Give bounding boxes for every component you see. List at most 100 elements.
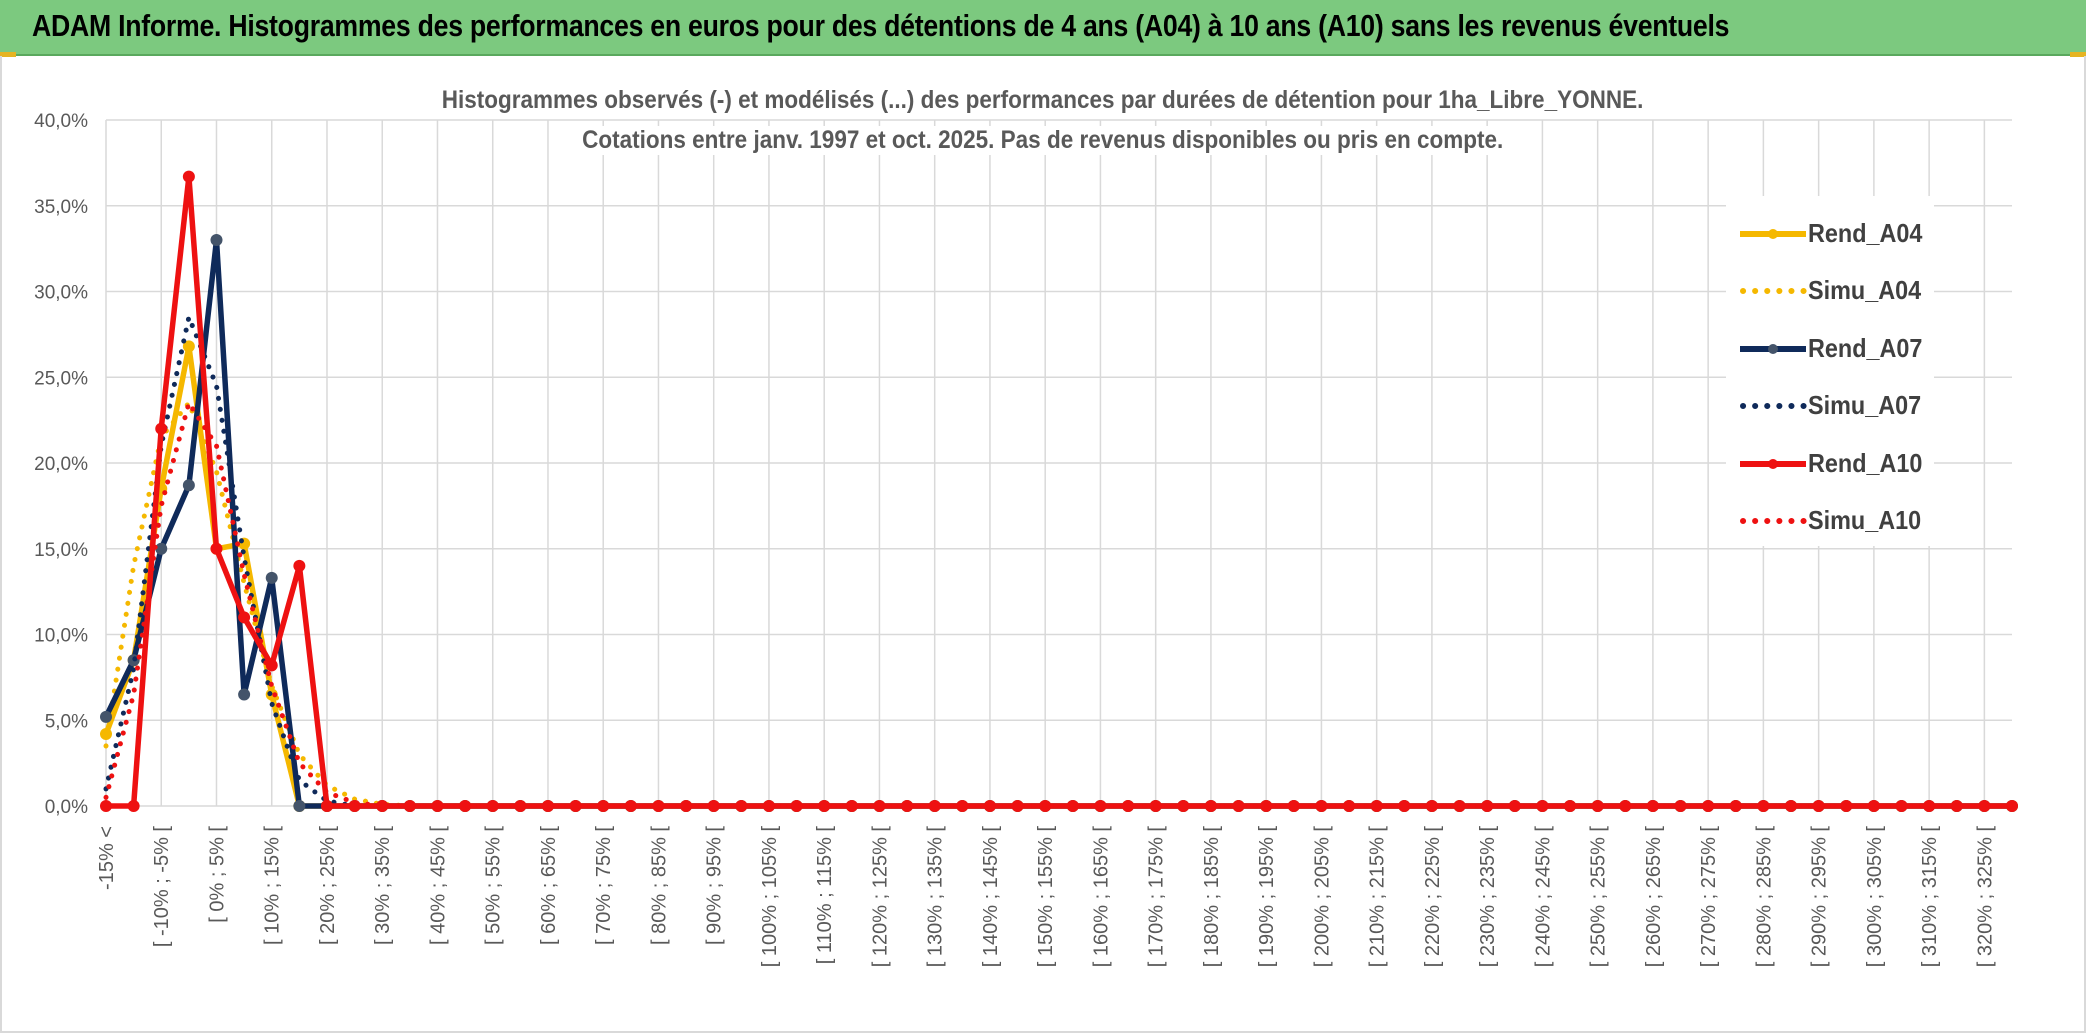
x-tick-label: [ -10% ; -5% [ — [151, 826, 173, 948]
data-point-rend-a10 — [320, 800, 333, 812]
legend-swatch-rend-a10 — [1740, 459, 1806, 469]
legend-swatch-simu-a04 — [1740, 288, 1808, 294]
x-tick-label: [ 90% ; 95% [ — [704, 826, 726, 945]
x-tick-label: [ 170% ; 175% [ — [1146, 826, 1168, 968]
x-tick-label: [ 240% ; 245% [ — [1532, 826, 1554, 968]
data-point-rend-a10 — [238, 611, 251, 624]
x-tick-label: [ 220% ; 225% [ — [1422, 826, 1444, 968]
corner-mark-right — [2070, 52, 2086, 57]
legend-label: Rend_A07 — [1808, 333, 1923, 363]
data-point-rend-a10 — [1177, 800, 1190, 812]
legend-label: Rend_A10 — [1808, 448, 1923, 478]
y-tick-label: 25,0% — [34, 368, 88, 389]
data-point-rend-a10 — [624, 800, 637, 812]
series-line-simu-a10 — [103, 396, 2015, 809]
x-tick-label: [ 210% ; 215% [ — [1367, 826, 1389, 968]
data-point-rend-a10 — [1785, 800, 1798, 812]
chart-frame — [0, 56, 2086, 1033]
data-point-rend-a10 — [1757, 800, 1770, 812]
data-point-rend-a07 — [293, 800, 306, 812]
x-tick-label: [ 290% ; 295% [ — [1809, 826, 1831, 968]
x-tick-label: [ 300% ; 305% [ — [1864, 826, 1886, 968]
data-point-rend-a10 — [680, 800, 693, 812]
legend-item-rend-a04: Rend_A04 — [1726, 214, 1934, 254]
data-point-rend-a10 — [1729, 800, 1742, 812]
x-tick-label: [ 260% ; 265% [ — [1643, 826, 1665, 968]
x-tick-label: [ 230% ; 235% [ — [1477, 826, 1499, 968]
x-tick-label: [ 130% ; 135% [ — [925, 826, 947, 968]
x-tick-label: [ 310% ; 315% [ — [1919, 826, 1941, 968]
x-tick-label: [ 120% ; 125% [ — [869, 826, 891, 968]
data-point-rend-a07 — [265, 571, 278, 584]
data-point-rend-a10 — [210, 542, 223, 555]
data-point-rend-a07 — [238, 688, 251, 701]
grid-lines — [105, 119, 2012, 807]
y-axis-tick-labels: 0,0% 5,0% 10,0% 15,0% 20,0% 25,0% 30,0% 35,0% 40… — [34, 111, 88, 818]
data-point-rend-a10 — [1011, 800, 1024, 812]
data-point-rend-a10 — [293, 559, 306, 572]
data-point-rend-a10 — [1812, 800, 1825, 812]
data-point-rend-a10 — [790, 800, 803, 812]
legend-label: Rend_A04 — [1808, 218, 1923, 248]
x-tick-label: [ 270% ; 275% [ — [1698, 826, 1720, 968]
y-tick-label: 20,0% — [34, 454, 88, 475]
y-tick-label: 30,0% — [34, 283, 88, 304]
x-tick-label: [ 140% ; 145% [ — [980, 826, 1002, 968]
data-point-rend-a10 — [1619, 800, 1632, 812]
data-point-rend-a10 — [901, 800, 914, 812]
data-point-rend-a07 — [100, 710, 112, 723]
legend-swatch-rend-a07 — [1740, 344, 1806, 354]
data-point-rend-a04 — [182, 340, 195, 353]
x-tick-label: [ 80% ; 85% [ — [648, 826, 670, 945]
data-point-rend-a10 — [1453, 800, 1466, 812]
data-point-rend-a10 — [486, 800, 499, 812]
corner-mark-left — [0, 52, 16, 57]
x-tick-label: [ 30% ; 35% [ — [372, 826, 394, 945]
legend-swatch-rend-a04 — [1740, 229, 1806, 239]
data-point-rend-a10 — [1343, 800, 1356, 812]
data-point-rend-a10 — [597, 800, 610, 812]
x-tick-label: [ 200% ; 205% [ — [1311, 826, 1333, 968]
x-tick-label: [ 60% ; 65% [ — [538, 826, 560, 945]
data-point-rend-a10 — [1674, 800, 1687, 812]
data-point-rend-a10 — [431, 800, 444, 812]
x-axis-tick-labels: -15% < [ -10% ; -5% [[ 0% ; 5% [[ 10% ; 1… — [96, 826, 1996, 968]
legend-item-simu-a04: Simu_A04 — [1726, 271, 1934, 311]
x-tick-label: [ 50% ; 55% [ — [483, 826, 505, 945]
x-tick-label: -15% < — [96, 826, 118, 890]
chart-title-line1-wrap: Histogrammes observés (-) et modélisés (… — [0, 86, 2086, 115]
x-tick-label: [ 100% ; 105% [ — [759, 826, 781, 968]
x-tick-label: [ 280% ; 285% [ — [1753, 826, 1775, 968]
y-tick-label: 15,0% — [34, 540, 88, 561]
legend-item-simu-a07: Simu_A07 — [1726, 386, 1934, 426]
report-title: ADAM Informe. Histogrammes des performan… — [32, 8, 1730, 43]
data-point-rend-a10 — [1867, 800, 1880, 812]
legend-item-rend-a10: Rend_A10 — [1726, 444, 1934, 484]
data-point-rend-a07 — [155, 542, 168, 555]
data-point-rend-a10 — [376, 800, 389, 812]
legend-swatch-simu-a10 — [1740, 518, 1808, 524]
data-point-rend-a10 — [1923, 800, 1936, 812]
data-point-rend-a10 — [541, 800, 554, 812]
data-point-rend-a10 — [1066, 800, 1079, 812]
x-tick-label: [ 250% ; 255% [ — [1588, 826, 1610, 968]
data-point-rend-a10 — [514, 800, 527, 812]
y-tick-label: 10,0% — [34, 626, 88, 647]
data-point-rend-a10 — [265, 659, 278, 672]
legend-label: Simu_A04 — [1808, 275, 1922, 305]
data-point-rend-a07 — [210, 234, 223, 247]
x-tick-label: [ 160% ; 165% [ — [1090, 826, 1112, 968]
data-point-rend-a10 — [1287, 800, 1300, 812]
legend-item-rend-a07: Rend_A07 — [1726, 329, 1934, 369]
legend-swatch-simu-a07 — [1740, 403, 1808, 409]
chart-title-line2-wrap: Cotations entre janv. 1997 et oct. 2025.… — [0, 126, 2086, 155]
x-tick-label: [ 180% ; 185% [ — [1201, 826, 1223, 968]
legend-label: Simu_A07 — [1808, 390, 1922, 420]
data-point-rend-a10 — [155, 422, 168, 435]
data-point-rend-a10 — [1232, 800, 1245, 812]
data-point-rend-a10 — [1122, 800, 1135, 812]
data-point-rend-a07 — [182, 479, 195, 492]
x-tick-label: [ 10% ; 15% [ — [262, 826, 284, 945]
x-tick-label: [ 70% ; 75% [ — [593, 826, 615, 945]
data-point-rend-a10 — [100, 800, 112, 812]
